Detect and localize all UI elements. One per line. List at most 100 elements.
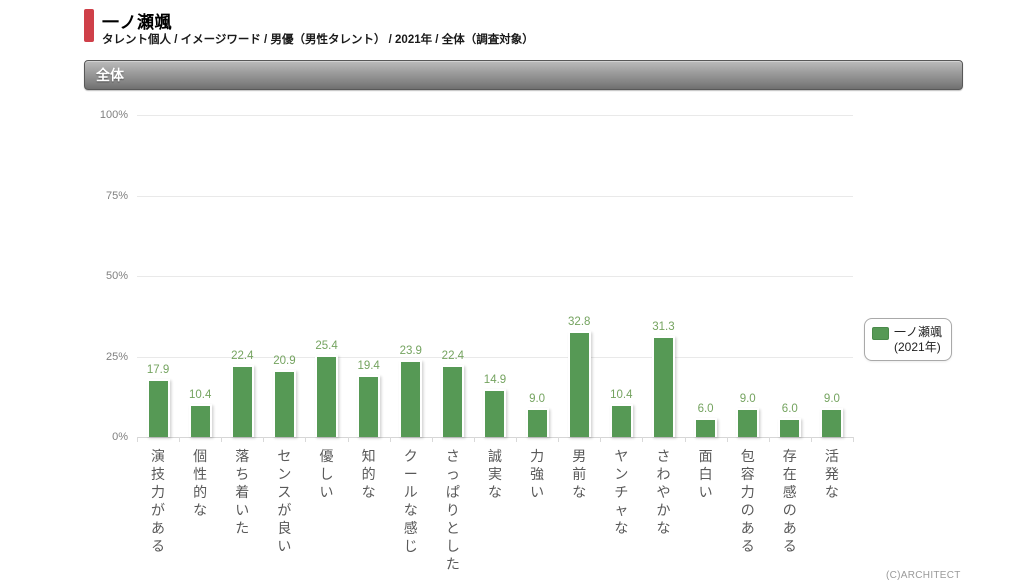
category-label: 個性的な [179,447,221,519]
category-label-char: い [277,538,292,554]
category-label-char: ヤ [614,448,629,464]
bar[interactable] [736,408,760,437]
bar[interactable] [188,404,212,437]
bar-slot: 23.9 [390,115,432,437]
bar[interactable] [441,365,465,437]
category-label-char: 包 [740,448,755,464]
y-axis-label: 0% [112,431,128,443]
y-axis-label: 50% [105,270,128,282]
category-label-char: さ [445,448,460,464]
bar[interactable] [357,375,381,437]
chart-legend[interactable]: 一ノ瀬颯 (2021年) [864,318,952,361]
category-label-char: 性 [193,466,208,482]
copyright-credit: (C)ARCHITECT [886,570,961,581]
category-label-char: た [235,520,250,536]
bar-value-label: 9.0 [823,393,840,405]
category-label-char: た [445,556,460,572]
bar[interactable] [315,355,339,437]
category-label-char: 個 [193,448,208,464]
category-label-char: 感 [782,484,797,500]
category-label-char: な [614,520,629,536]
category-label: クールな感じ [390,447,432,555]
bar[interactable] [778,418,802,437]
category-label-char: な [403,502,418,518]
category-label-char: じ [403,538,418,554]
bar[interactable] [525,408,549,437]
category-label-char: の [740,502,755,518]
category-label: さわやかな [642,447,684,537]
y-axis-label: 100% [99,109,128,121]
bar[interactable] [651,336,675,437]
category-label-char: し [445,538,460,554]
bar-slot: 9.0 [811,115,853,437]
bar-value-label: 32.8 [568,316,591,328]
category-label: ヤンチャな [600,447,642,537]
category-label-char: と [445,520,460,536]
category-label-char: か [656,502,671,518]
category-label-char: な [572,484,587,500]
bar[interactable] [483,389,507,437]
axis-tick [684,437,686,442]
legend-series-year: (2021年) [894,340,941,354]
category-label-char: 演 [151,448,166,464]
category-label: 面白い [685,447,727,501]
bar-slot: 20.9 [263,115,305,437]
bar[interactable] [399,360,423,437]
category-label-char: 活 [824,448,839,464]
category-label-char: っ [445,466,460,482]
category-label-char: 力 [740,484,755,500]
bar-value-label: 9.0 [739,393,756,405]
bar-value-label: 10.4 [610,389,633,401]
category-label-char: い [319,484,334,500]
bar[interactable] [820,408,844,437]
category-label-char: る [151,538,166,554]
category-label-char: あ [151,520,166,536]
category-label-char: 的 [193,484,208,500]
category-label-char: チ [614,484,629,500]
legend-swatch-icon [872,327,889,340]
bar-slot: 10.4 [600,115,642,437]
category-label-char: 男 [572,448,587,464]
category-label: センスが良い [263,447,305,555]
title-accent-bar [84,9,94,42]
bar[interactable] [272,370,296,437]
category-label-char: ぱ [445,484,460,500]
category-label-char: あ [740,520,755,536]
bar-slot: 17.9 [137,115,179,437]
category-label-char: 存 [782,448,797,464]
category-label-char: 力 [530,448,545,464]
legend-label: 一ノ瀬颯 (2021年) [894,325,942,355]
category-label-char: ン [277,466,292,482]
bar-slot: 22.4 [221,115,263,437]
bar-slot: 25.4 [305,115,347,437]
axis-tick [516,437,518,442]
category-label-char: が [277,502,292,518]
category-label-char: 容 [740,466,755,482]
category-label: 活発な [811,447,853,501]
category-label-char: ス [277,484,292,500]
category-label-char: い [530,484,545,500]
category-label-char: 面 [698,448,713,464]
category-label-char: や [656,484,671,500]
bar[interactable] [694,418,718,437]
category-label-char: 優 [319,448,334,464]
category-label: 演技力がある [137,447,179,555]
bar[interactable] [609,404,633,437]
bar[interactable] [146,379,170,437]
category-label-char: る [782,538,797,554]
bar-value-label: 19.4 [357,360,380,372]
bar-slot: 32.8 [558,115,600,437]
category-label: 力強い [516,447,558,501]
category-label-char: 強 [530,466,545,482]
bar[interactable] [230,365,254,437]
category-label-char: が [151,502,166,518]
bar-slot: 19.4 [348,115,390,437]
gridline [137,356,853,358]
category-label-char: な [193,502,208,518]
axis-tick [431,437,433,442]
axis-tick [726,437,728,442]
bar[interactable] [567,331,591,437]
category-label-char: ャ [614,502,629,518]
axis-tick [347,437,349,442]
category-label: さっぱりとした [432,447,474,573]
